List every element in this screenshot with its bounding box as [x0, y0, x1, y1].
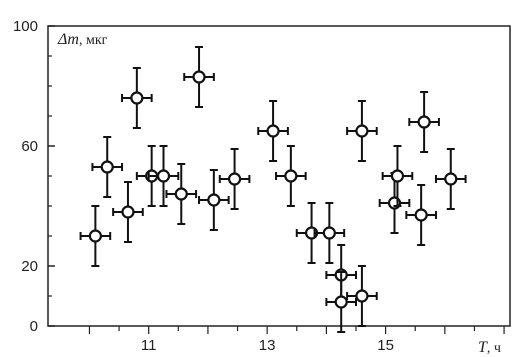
x-axis-label-text: T, ч — [478, 339, 501, 356]
point-marker — [130, 91, 144, 105]
x-axis-label: T, ч — [478, 339, 501, 356]
point-marker — [355, 124, 369, 138]
axis-label-unit: , ч — [487, 341, 501, 356]
data-point — [218, 148, 251, 210]
point-marker — [227, 172, 242, 186]
point-marker — [390, 169, 405, 183]
point-marker — [444, 172, 458, 186]
y-axis-label: Δm, мкг — [57, 31, 108, 48]
point-marker — [207, 193, 221, 207]
x-tick-label: 11 — [141, 337, 157, 354]
y-tick-label: 60 — [21, 138, 38, 155]
data-point — [165, 163, 198, 225]
point-marker — [156, 169, 171, 183]
data-point — [147, 145, 180, 207]
point-marker — [355, 289, 369, 303]
data-point — [325, 271, 357, 333]
data-point — [346, 265, 378, 327]
point-marker — [417, 115, 431, 129]
data-point — [112, 181, 144, 243]
data-point — [405, 184, 437, 246]
data-point — [198, 169, 230, 231]
point-marker — [414, 208, 428, 222]
data-point — [378, 172, 411, 234]
point-marker — [192, 70, 206, 84]
data-point — [91, 136, 124, 198]
data-point — [121, 67, 153, 129]
x-tick-label: 13 — [259, 337, 276, 354]
axis-label-symbol: T — [478, 339, 488, 356]
point-marker — [174, 187, 188, 201]
y-tick-label: 100 — [13, 18, 38, 35]
axis-label-unit: , мкг — [79, 33, 108, 48]
data-point — [313, 202, 346, 264]
point-marker — [334, 295, 348, 309]
x-tick-label: 15 — [377, 337, 394, 354]
point-marker — [322, 226, 336, 240]
y-tick-label: 20 — [21, 258, 38, 275]
point-marker — [100, 160, 114, 174]
point-marker — [121, 205, 135, 219]
data-point — [381, 145, 414, 207]
y-tick-label: 0 — [30, 318, 38, 335]
data-point — [346, 100, 378, 162]
data-point — [79, 205, 112, 267]
data-points — [79, 46, 467, 333]
axis-label-symbol: Δm — [57, 31, 79, 48]
point-marker — [284, 169, 298, 183]
point-marker — [266, 124, 280, 138]
data-point — [183, 46, 215, 108]
data-point — [257, 100, 289, 162]
data-point — [408, 91, 440, 153]
point-marker — [88, 229, 102, 243]
data-point — [275, 145, 307, 207]
data-point — [434, 148, 467, 210]
y-axis-label-text: Δm, мкг — [57, 31, 108, 48]
axis-ticks: 0 20 60 100 11 13 15 — [13, 18, 505, 354]
